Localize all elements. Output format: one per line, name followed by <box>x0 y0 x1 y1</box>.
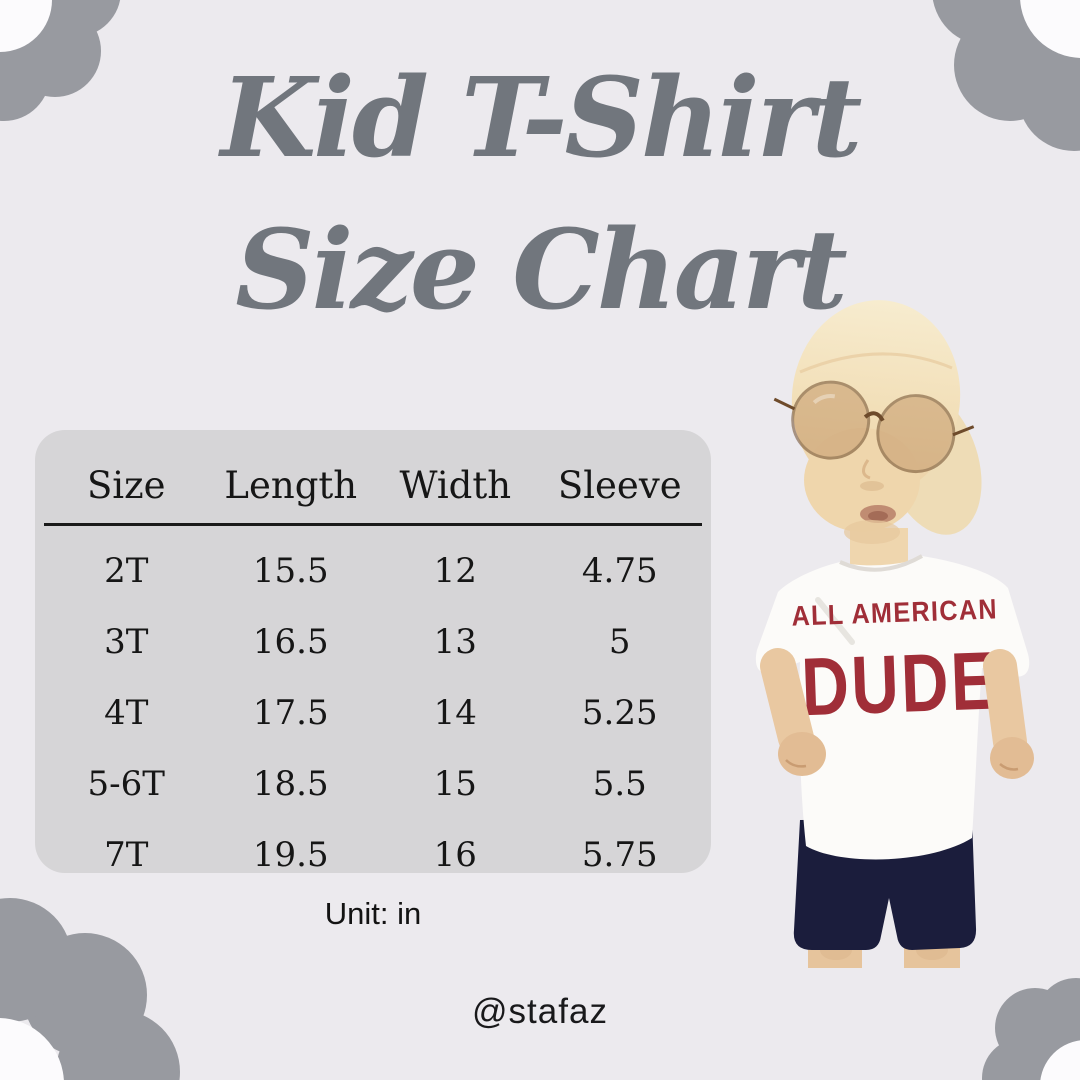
col-header-width: Width <box>373 438 538 526</box>
kid-shorts <box>793 818 977 950</box>
cell-width: 14 <box>433 692 477 733</box>
cell-size: 5-6T <box>87 763 165 804</box>
table-row: 7T 19.5 16 5.75 <box>44 819 702 890</box>
cell-size: 3T <box>104 621 149 662</box>
cell-sleeve: 4.75 <box>581 550 658 591</box>
cell-width: 16 <box>433 834 477 875</box>
kid-tshirt <box>755 554 1030 860</box>
col-header-size: Size <box>44 438 209 526</box>
cell-size: 2T <box>104 550 149 591</box>
table-row: 2T 15.5 12 4.75 <box>44 525 702 607</box>
page-title: Kid T-Shirt Size Chart <box>0 42 1080 346</box>
cell-length: 19.5 <box>252 834 329 875</box>
size-table-card: Size Length Width Sleeve 2T 15.5 12 4.75… <box>35 430 711 875</box>
cell-sleeve: 5.5 <box>592 763 647 804</box>
table-row: 4T 17.5 14 5.25 <box>44 677 702 748</box>
table-row: 5-6T 18.5 15 5.5 <box>44 748 702 819</box>
cell-length: 18.5 <box>252 763 329 804</box>
cell-length: 16.5 <box>252 621 329 662</box>
cell-sleeve: 5.75 <box>581 834 658 875</box>
kid-neck <box>850 528 908 568</box>
kid-shirt-text: ALL AMERICAN DUDE <box>791 593 999 733</box>
col-header-sleeve: Sleeve <box>537 438 702 526</box>
unit-note: Unit: in <box>324 896 422 931</box>
shirt-text-line1: ALL AMERICAN <box>791 593 998 632</box>
size-table: Size Length Width Sleeve 2T 15.5 12 4.75… <box>44 438 702 890</box>
shirt-text-line2: DUDE <box>800 635 999 733</box>
cell-length: 15.5 <box>252 550 329 591</box>
kid-legs <box>808 920 960 968</box>
cell-length: 17.5 <box>252 692 329 733</box>
table-header-row: Size Length Width Sleeve <box>44 438 702 526</box>
cell-size: 4T <box>104 692 149 733</box>
cell-width: 12 <box>433 550 477 591</box>
cell-size: 7T <box>104 834 149 875</box>
cell-sleeve: 5.25 <box>581 692 658 733</box>
page-title-line1: Kid T-Shirt <box>220 53 863 182</box>
creator-handle: @stafaz <box>472 992 608 1031</box>
col-header-length: Length <box>208 438 373 526</box>
sunglasses-icon <box>773 380 975 474</box>
kid-arms <box>760 648 1034 779</box>
cell-width: 13 <box>433 621 477 662</box>
page-title-line2: Size Chart <box>235 204 848 334</box>
cell-width: 15 <box>433 763 477 804</box>
cell-sleeve: 5 <box>608 621 631 662</box>
table-row: 3T 16.5 13 5 <box>44 606 702 677</box>
